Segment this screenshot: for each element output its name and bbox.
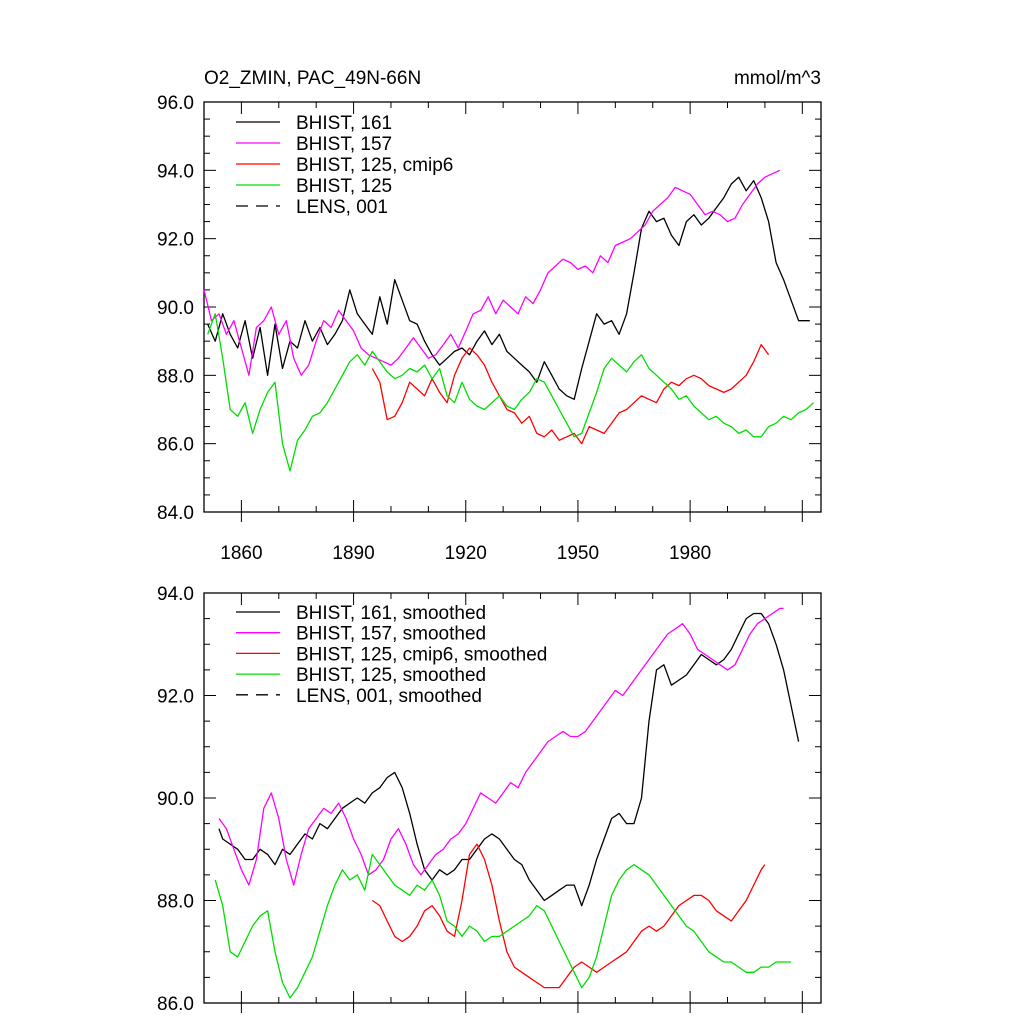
x-tick-label: 1920 — [445, 543, 487, 564]
y-tick-label: 88.0 — [157, 892, 194, 913]
top-chart-title: O2_ZMIN, PAC_49N-66N — [204, 68, 421, 89]
x-tick-label: 1860 — [220, 543, 262, 564]
y-tick-label: 86.0 — [157, 435, 194, 456]
series-line-0 — [218, 612, 800, 907]
y-tick-label: 94.0 — [157, 161, 194, 182]
legend-label: BHIST, 125 — [296, 176, 392, 197]
legend-label: LENS, 001, smoothed — [296, 686, 482, 707]
y-tick-label: 90.0 — [157, 789, 194, 810]
legend-label: BHIST, 125, smoothed — [296, 665, 486, 686]
legend-label: BHIST, 157, smoothed — [296, 624, 486, 645]
x-tick-label: 1980 — [669, 543, 711, 564]
y-tick-label: 92.0 — [157, 687, 194, 708]
y-tick-label: 88.0 — [157, 366, 194, 387]
top-panel: O2_ZMIN, PAC_49N-66N mmol/m^3 84.0 86.0 88… — [157, 68, 822, 564]
y-tick-label: 86.0 — [157, 994, 194, 1015]
y-tick-label: 96.0 — [157, 93, 194, 114]
y-tick-label: 90.0 — [157, 298, 194, 319]
series-line-1 — [218, 607, 784, 886]
legend-label: BHIST, 161 — [296, 113, 392, 134]
bottom-panel: 86.0 88.0 90.0 92.0 94.0 BHIST, 161, smoothed… — [157, 584, 822, 1015]
y-tick-label: 94.0 — [157, 584, 194, 605]
series-line-1 — [203, 169, 781, 376]
y-tick-label: 92.0 — [157, 230, 194, 251]
series-line-2 — [371, 343, 770, 445]
legend-label: BHIST, 161, smoothed — [296, 603, 486, 624]
series-line-2 — [371, 843, 766, 989]
top-chart-units: mmol/m^3 — [734, 68, 821, 89]
y-tick-label: 84.0 — [157, 503, 194, 524]
x-tick-label: 1890 — [332, 543, 374, 564]
series-line-3 — [214, 853, 792, 999]
series-line-0 — [207, 176, 810, 400]
legend-label: BHIST, 125, cmip6 — [296, 155, 453, 176]
series-line-3 — [207, 313, 814, 472]
legend-label: BHIST, 125, cmip6, smoothed — [296, 644, 547, 665]
legend-label: BHIST, 157 — [296, 134, 392, 155]
legend-label: LENS, 001 — [296, 197, 388, 218]
x-tick-label: 1950 — [557, 543, 599, 564]
